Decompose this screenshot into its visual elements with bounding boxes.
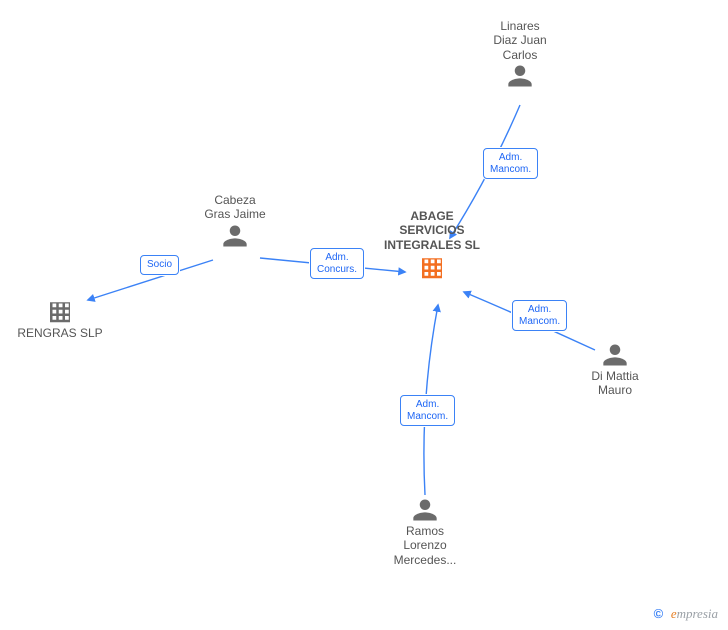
node-ramos[interactable]: RamosLorenzoMercedes... [370, 496, 480, 567]
node-linares[interactable]: LinaresDiaz JuanCarlos [465, 19, 575, 90]
node-cabeza[interactable]: CabezaGras Jaime [180, 193, 290, 250]
node-center[interactable]: ABAGESERVICIOSINTEGRALES SL [377, 209, 487, 282]
diagram-canvas: ABAGESERVICIOSINTEGRALES SL LinaresDiaz J… [0, 0, 728, 630]
edge-label-dimattia-center: Adm.Mancom. [512, 300, 567, 331]
node-label-ramos: RamosLorenzoMercedes... [370, 524, 480, 567]
node-label-cabeza: CabezaGras Jaime [180, 193, 290, 222]
node-label-dimattia: Di MattiaMauro [560, 369, 670, 398]
node-label-rengras: RENGRAS SLP [5, 326, 115, 340]
node-rengras[interactable]: RENGRAS SLP [5, 296, 115, 340]
person-icon [506, 62, 534, 90]
node-label-linares: LinaresDiaz JuanCarlos [465, 19, 575, 62]
person-icon [601, 341, 629, 369]
building-icon [45, 296, 75, 326]
edge-label-cabeza-rengras: Socio [140, 255, 179, 275]
edge-label-linares-center: Adm.Mancom. [483, 148, 538, 179]
copyright-symbol: © [654, 606, 664, 621]
person-icon [221, 222, 249, 250]
brand-rest: mpresia [677, 606, 718, 621]
node-dimattia[interactable]: Di MattiaMauro [560, 341, 670, 398]
building-icon [417, 252, 447, 282]
node-label-center: ABAGESERVICIOSINTEGRALES SL [377, 209, 487, 252]
edge-label-ramos-center: Adm.Mancom. [400, 395, 455, 426]
footer-attribution: © empresia [654, 606, 718, 622]
person-icon [411, 496, 439, 524]
edge-label-cabeza-center: Adm.Concurs. [310, 248, 364, 279]
